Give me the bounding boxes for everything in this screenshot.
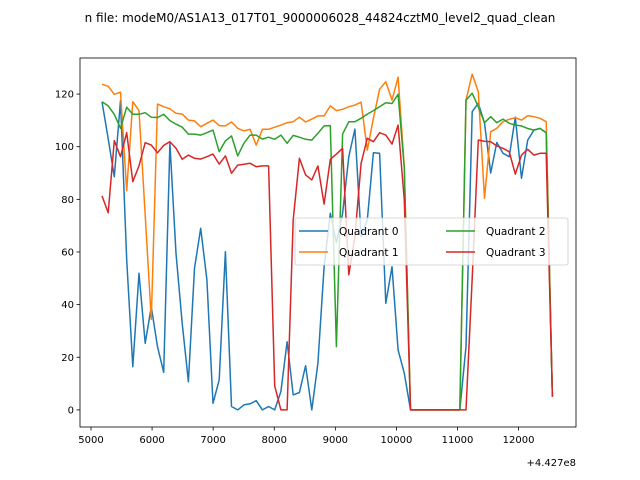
y-tick-label: 40 [61,300,74,311]
x-tick-label: 6000 [139,435,164,446]
y-axis: 0 20 40 60 80 100 120 [55,90,80,416]
legend-label-quadrant-0: Quadrant 0 [339,226,399,238]
x-tick-label: 11000 [442,435,474,446]
axes-frame [79,57,577,428]
x-tick-label: 12000 [503,435,535,446]
chart-title: n file: modeM0/AS1A13_017T01_9000006028_… [85,11,556,25]
y-tick-label: 0 [68,405,74,416]
series-line-quadrant-2 [101,92,554,411]
y-tick-label: 120 [55,90,74,101]
legend-label-quadrant-1: Quadrant 1 [339,247,399,259]
legend-frame [294,217,569,266]
y-tick-label: 80 [61,195,74,206]
series-line-quadrant-1 [101,73,554,411]
series-line-quadrant-3 [101,124,554,411]
x-offset-label: +4.427e8 [526,458,576,469]
y-tick-label: 60 [61,247,74,258]
x-tick-label: 8000 [262,435,287,446]
x-tick-label: 5000 [78,435,103,446]
y-tick-label: 100 [55,142,74,153]
x-tick-label: 7000 [200,435,225,446]
legend-label-quadrant-2: Quadrant 2 [486,226,546,238]
x-tick-label: 10000 [381,435,413,446]
legend-label-quadrant-3: Quadrant 3 [486,247,546,259]
y-tick-label: 20 [61,353,74,364]
x-axis: 5000 6000 7000 8000 9000 10000 11000 12000 [78,427,534,446]
x-tick-label: 9000 [323,435,348,446]
legend: Quadrant 0 Quadrant 1 Quadrant 2 Quadrant 3 [294,217,569,266]
